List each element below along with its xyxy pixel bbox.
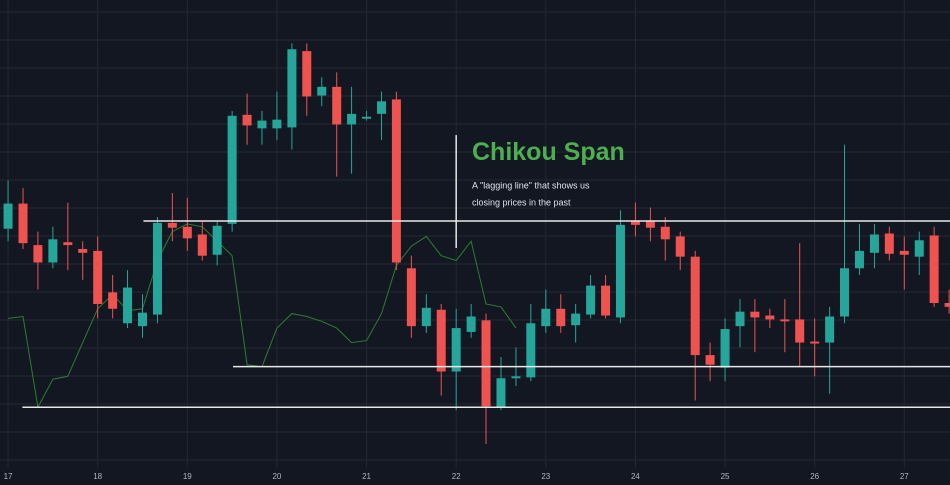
candle-body <box>332 86 342 125</box>
candle-body <box>571 313 581 326</box>
candle-body <box>48 239 58 263</box>
x-tick-label: 24 <box>631 472 640 481</box>
candle-body <box>3 203 13 229</box>
candle-body <box>630 220 640 225</box>
candle-body <box>541 308 551 327</box>
x-tick-label: 22 <box>452 472 461 481</box>
x-tick-label: 26 <box>810 472 819 481</box>
candle-body <box>362 116 372 119</box>
candle-body <box>496 378 506 408</box>
candle-body <box>436 309 446 372</box>
x-tick-label: 20 <box>272 472 281 481</box>
candle-body <box>138 312 147 327</box>
candle-body <box>123 287 133 324</box>
annotation-text: closing prices in the past <box>472 197 571 207</box>
x-tick-label: 17 <box>4 472 13 481</box>
candle-body <box>929 235 939 303</box>
candle-body <box>197 234 207 256</box>
candle-body <box>825 316 835 343</box>
annotation-text: A "lagging line" that shows us <box>472 180 590 190</box>
candle-body <box>18 203 28 244</box>
candle-body <box>377 101 387 114</box>
candle-body <box>869 234 879 253</box>
candle-body <box>108 292 118 309</box>
candle-body <box>78 248 88 253</box>
candle-body <box>720 329 730 368</box>
candle-body <box>645 220 655 228</box>
candle-body <box>735 311 745 327</box>
x-tick-label: 19 <box>183 472 192 481</box>
candle-body <box>944 302 950 307</box>
candle-body <box>466 316 476 332</box>
candle-body <box>601 285 611 316</box>
candle-body <box>302 51 312 97</box>
candle-body <box>152 222 162 315</box>
annotation-title: Chikou Span <box>472 138 625 166</box>
candle-body <box>212 225 222 255</box>
candle-body <box>840 268 850 317</box>
candle-body <box>660 226 670 240</box>
candle-body <box>780 319 790 322</box>
candle-body <box>242 114 252 126</box>
candle-body <box>795 319 805 343</box>
candle-body <box>257 120 267 129</box>
candle-body <box>391 99 401 263</box>
candle-body <box>93 250 103 304</box>
candle-body <box>421 307 431 327</box>
candle-body <box>675 236 685 257</box>
candle-body <box>272 119 282 129</box>
x-tick-label: 25 <box>721 472 730 481</box>
x-tick-label: 23 <box>541 472 550 481</box>
candle-body <box>854 250 864 269</box>
candle-body <box>33 245 43 263</box>
candle-body <box>615 224 625 318</box>
candle-body <box>451 328 461 372</box>
candle-body <box>884 233 894 254</box>
x-tick-label: 18 <box>93 472 102 481</box>
candle-body <box>765 315 775 320</box>
candle-body <box>287 49 297 128</box>
candle-body <box>182 226 192 239</box>
candle-body <box>63 242 73 246</box>
candle-body <box>690 256 700 356</box>
candle-body <box>511 376 521 379</box>
candle-body <box>914 240 924 257</box>
candle-body <box>167 222 177 228</box>
candle-body <box>586 285 596 315</box>
candle-body <box>526 323 536 378</box>
candle-body <box>899 250 909 255</box>
candle-body <box>705 355 715 365</box>
candle-body <box>227 115 237 224</box>
candle-body <box>317 86 327 96</box>
candle-body <box>556 308 566 327</box>
x-tick-label: 27 <box>900 472 909 481</box>
candle-body <box>406 268 416 327</box>
candle-body <box>347 113 357 125</box>
candle-body <box>481 320 491 407</box>
candle-body <box>750 311 760 318</box>
candle-body <box>810 341 820 344</box>
x-tick-label: 21 <box>362 472 371 481</box>
